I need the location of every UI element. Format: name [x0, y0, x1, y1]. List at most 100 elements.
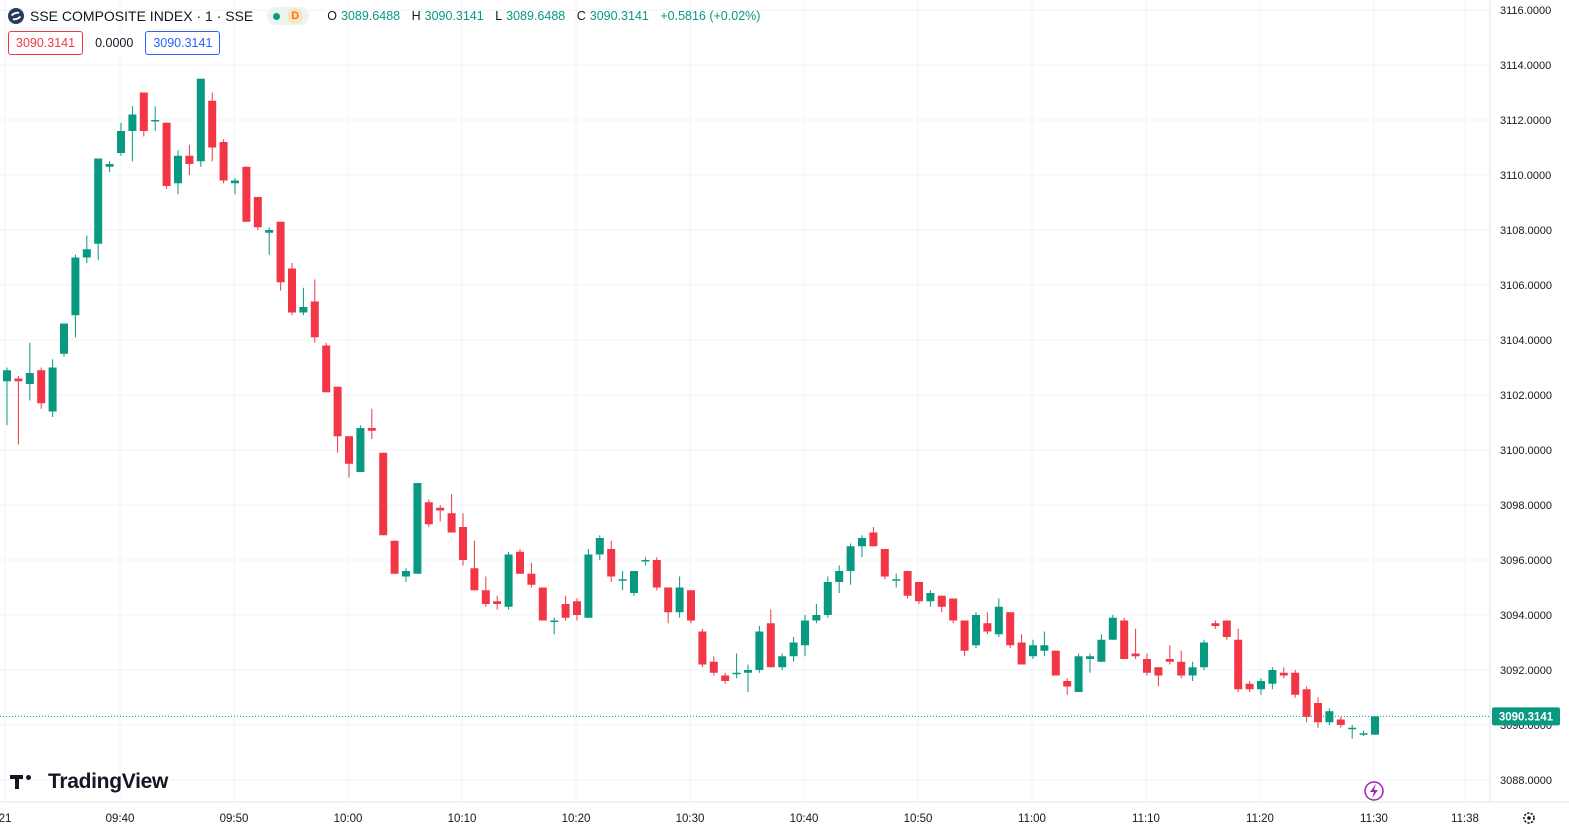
- candle-body: [869, 532, 878, 547]
- candle-body: [208, 100, 217, 148]
- candle-body: [139, 92, 148, 131]
- candle-body: [561, 604, 570, 618]
- candle-body: [1063, 681, 1072, 687]
- candle-body: [823, 582, 832, 615]
- y-tick-label: 3108.0000: [1500, 225, 1552, 237]
- candle-body: [618, 579, 627, 581]
- sell-price-pill[interactable]: 3090.3141: [8, 31, 84, 55]
- candle-body: [151, 120, 160, 122]
- y-tick-label: 3102.0000: [1500, 390, 1552, 402]
- candle-body: [1188, 667, 1197, 676]
- x-tick-label: 11:10: [1132, 813, 1160, 825]
- candle-body: [1279, 672, 1288, 676]
- candle-body: [299, 307, 308, 313]
- candle-body: [664, 587, 673, 613]
- candle-body: [481, 590, 490, 604]
- market-status-badge[interactable]: D: [267, 7, 310, 25]
- candle-body: [698, 631, 707, 665]
- candle-body: [1086, 656, 1094, 659]
- brand-name: TradingView: [48, 770, 169, 793]
- candle-body: [709, 661, 718, 673]
- symbol-title[interactable]: SSE COMPOSITE INDEX · 1 · SSE: [30, 8, 254, 24]
- candle-body: [436, 507, 445, 511]
- candle-body: [573, 601, 581, 615]
- candle-body: [1143, 659, 1151, 673]
- candle-body: [732, 672, 741, 675]
- tradingview-logo[interactable]: TradingView: [10, 770, 168, 794]
- candle-body: [1154, 667, 1163, 676]
- lightning-icon: [1364, 781, 1384, 801]
- candle-body: [1371, 716, 1379, 735]
- x-tick-label: 11:38: [1451, 813, 1479, 825]
- candle-body: [1108, 617, 1117, 640]
- lightning-icon-bolt: [1370, 784, 1378, 798]
- candle-body: [470, 568, 479, 591]
- candle-body: [1029, 645, 1037, 657]
- last-price-label: 3090.3141: [1499, 711, 1554, 723]
- y-tick-label: 3092.0000: [1500, 665, 1552, 677]
- open-label: O: [327, 9, 338, 23]
- change-value: +0.5816 (+0.02%): [660, 9, 761, 23]
- y-tick-label: 3116.0000: [1500, 5, 1551, 17]
- candle-body: [801, 620, 809, 646]
- candle-body: [972, 615, 980, 646]
- candle-body: [310, 301, 319, 338]
- candle-body: [1120, 620, 1129, 659]
- candle-body: [356, 428, 365, 472]
- candle-body: [162, 122, 171, 186]
- candle-body: [1222, 620, 1231, 637]
- candle-body: [1051, 650, 1060, 676]
- y-tick-label: 3088.0000: [1500, 775, 1552, 787]
- candle-body: [892, 579, 901, 581]
- candle-body: [1017, 642, 1026, 665]
- candle-body: [516, 551, 524, 574]
- candle-body: [367, 428, 376, 431]
- candle-body: [789, 642, 798, 657]
- candle-body: [265, 230, 274, 233]
- candle-body: [345, 436, 353, 464]
- candle-body: [675, 587, 684, 613]
- market-status-icon: [273, 12, 281, 20]
- y-tick-label: 3106.0000: [1500, 280, 1552, 292]
- candle-body: [60, 323, 68, 354]
- x-tick-label: 09:40: [106, 813, 135, 825]
- settings-gear-icon[interactable]: [1523, 812, 1535, 824]
- candle-body: [960, 620, 969, 651]
- quote-pills: 3090.3141 0.0000 3090.3141: [8, 31, 221, 55]
- candle-body: [322, 345, 331, 393]
- candle-body: [276, 221, 285, 283]
- x-tick-label: 11:30: [1360, 813, 1388, 825]
- x-tick-label: 09:50: [220, 813, 249, 825]
- low-label: L: [495, 9, 503, 23]
- tradingview-logo-icon: [10, 773, 42, 791]
- ohlc-values: O 3089.6488 H 3090.3141 L 3089.6488 C 3090.3…: [327, 9, 764, 23]
- candle-body: [231, 180, 239, 184]
- y-tick-label: 3098.0000: [1500, 500, 1552, 512]
- x-tick-label: 10:30: [676, 813, 705, 825]
- candle-body: [1234, 639, 1243, 690]
- x-tick-label: 10:50: [904, 813, 933, 825]
- y-tick-label: 3114.0000: [1500, 60, 1551, 72]
- candle-body: [71, 257, 80, 316]
- buy-price-pill[interactable]: 3090.3141: [145, 31, 221, 55]
- candle-body: [835, 571, 844, 582]
- candle-body: [1302, 689, 1311, 717]
- candle-body: [858, 538, 866, 547]
- y-tick-label: 3104.0000: [1500, 335, 1552, 347]
- candle-body: [25, 373, 34, 384]
- candle-body: [1131, 653, 1140, 657]
- candle-body: [641, 560, 650, 562]
- candle-body: [903, 571, 912, 596]
- candle-body: [744, 670, 752, 673]
- high-label: H: [411, 9, 421, 23]
- y-tick-label: 3096.0000: [1500, 555, 1552, 567]
- low-value: 3089.6488: [506, 9, 566, 23]
- candle-body: [550, 620, 559, 622]
- candle-body: [128, 114, 137, 131]
- candle-body: [652, 560, 661, 588]
- candle-body: [1177, 661, 1186, 676]
- y-tick-label: 3112.0000: [1500, 115, 1551, 127]
- candle-body: [117, 131, 125, 153]
- data-status-letter: D: [287, 8, 304, 24]
